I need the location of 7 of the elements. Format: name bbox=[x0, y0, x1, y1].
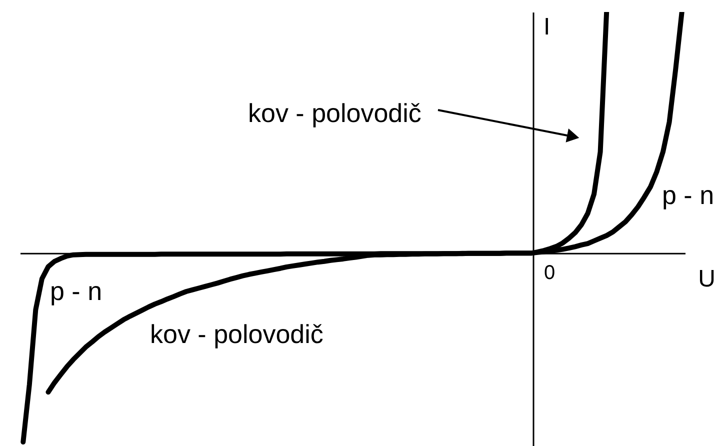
text: p - n bbox=[662, 180, 714, 210]
y-axis-title: I bbox=[544, 14, 550, 40]
text: kov - polovodič bbox=[248, 98, 422, 128]
annotation: 0 bbox=[544, 262, 556, 284]
series-label: kov - polovodič bbox=[150, 319, 324, 349]
series-label: p - n bbox=[50, 276, 102, 306]
x-axis-title: U bbox=[698, 266, 715, 293]
